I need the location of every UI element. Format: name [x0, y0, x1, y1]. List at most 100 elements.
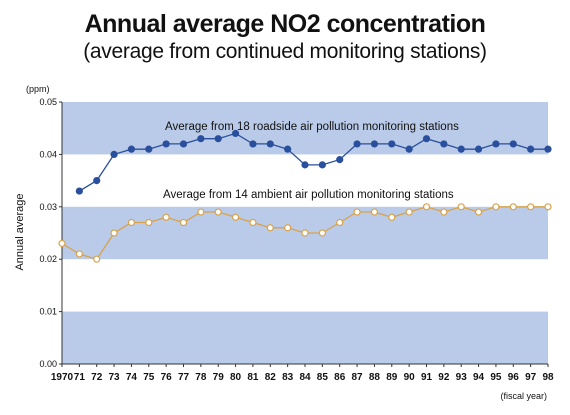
data-point — [249, 140, 257, 148]
x-unit-label: (fiscal year) — [500, 391, 547, 401]
data-point — [405, 145, 413, 153]
y-unit-label: (ppm) — [26, 84, 50, 94]
x-tick-label: 1970 — [51, 372, 74, 383]
data-point — [492, 140, 500, 148]
data-point — [266, 224, 274, 232]
data-point — [353, 208, 361, 216]
data-point — [214, 208, 222, 216]
data-point — [162, 140, 170, 148]
data-point — [127, 218, 136, 227]
x-tick-label: 82 — [265, 372, 277, 383]
band — [62, 102, 548, 155]
data-point — [214, 135, 222, 143]
x-tick-label: 71 — [74, 372, 86, 383]
data-point — [266, 140, 274, 148]
data-point — [110, 229, 118, 237]
data-point — [544, 145, 552, 153]
x-tick-label: 88 — [369, 372, 381, 383]
chart-subtitle: (average from continued monitoring stati… — [83, 40, 487, 63]
data-point — [145, 145, 153, 153]
x-tick-label: 73 — [109, 372, 121, 383]
data-point — [197, 135, 205, 143]
data-point — [231, 129, 240, 138]
data-point — [422, 203, 431, 211]
x-tick-label: 93 — [456, 372, 468, 383]
data-point — [527, 203, 535, 211]
y-axis-label: Annual average — [14, 193, 26, 270]
x-tick-label: 85 — [317, 372, 329, 383]
y-tick-label: 0.04 — [39, 149, 57, 159]
x-tick-label: 83 — [282, 372, 294, 383]
data-point — [75, 187, 83, 195]
data-point — [509, 203, 517, 211]
y-tick-label: 0.05 — [39, 97, 57, 107]
data-point — [127, 145, 136, 153]
x-tick-label: 78 — [195, 372, 207, 383]
data-point — [457, 145, 465, 153]
data-point — [370, 140, 379, 148]
data-point — [179, 140, 188, 148]
x-tick-label: 90 — [404, 372, 416, 383]
x-tick-label: 94 — [473, 372, 485, 383]
x-tick-label: 75 — [143, 372, 155, 383]
x-tick-label: 91 — [421, 372, 433, 383]
data-point — [474, 145, 483, 153]
x-tick-label: 72 — [91, 372, 103, 383]
y-tick-label: 0.00 — [39, 359, 57, 369]
data-point — [440, 208, 448, 216]
data-point — [284, 145, 292, 153]
x-tick-label: 79 — [213, 372, 225, 383]
series-points — [58, 129, 552, 263]
data-point — [336, 156, 344, 164]
data-point — [162, 213, 170, 221]
data-point — [405, 208, 413, 216]
y-tick-label: 0.01 — [39, 307, 57, 317]
data-point — [527, 145, 535, 153]
x-tick-label: 89 — [386, 372, 398, 383]
data-point — [301, 161, 309, 169]
data-point — [544, 203, 552, 211]
y-tick-label: 0.02 — [39, 254, 57, 264]
x-tick-label: 87 — [352, 372, 364, 383]
data-point — [509, 140, 517, 148]
data-point — [284, 224, 292, 232]
x-tick-label: 77 — [178, 372, 190, 383]
y-axis: 0.00 0.01 0.02 0.03 0.04 0.05 — [39, 97, 62, 369]
x-tick-label: 97 — [525, 372, 537, 383]
x-tick-label: 76 — [161, 372, 173, 383]
data-point — [145, 218, 153, 227]
data-point — [179, 218, 188, 227]
data-point — [249, 218, 257, 227]
data-point — [301, 229, 309, 237]
x-tick-label: 98 — [542, 372, 554, 383]
data-point — [370, 208, 379, 216]
data-point — [231, 213, 240, 221]
data-point — [318, 161, 326, 169]
chart-title: Annual average NO2 concentration — [84, 10, 486, 38]
data-point — [388, 213, 396, 221]
data-point — [110, 150, 118, 158]
data-point — [388, 140, 396, 148]
series-label-roadside: Average from 18 roadside air pollution m… — [165, 121, 459, 133]
data-point — [75, 250, 83, 258]
x-tick-label: 86 — [334, 372, 346, 383]
data-point — [457, 203, 465, 211]
background-bands — [61, 102, 548, 365]
y-tick-label: 0.03 — [39, 202, 57, 212]
data-point — [474, 208, 483, 216]
data-point — [93, 255, 101, 263]
band — [62, 311, 548, 364]
x-tick-label: 80 — [230, 372, 242, 383]
data-point — [318, 229, 326, 237]
data-point — [353, 140, 361, 148]
x-tick-label: 84 — [299, 372, 311, 383]
x-tick-label: 95 — [490, 372, 502, 383]
x-tick-label: 96 — [508, 372, 520, 383]
data-point — [93, 177, 101, 185]
x-tick-label: 74 — [126, 372, 138, 383]
data-point — [440, 140, 448, 148]
data-point — [58, 239, 66, 248]
series-line-0 — [79, 132, 548, 192]
series-label-ambient: Average from 14 ambient air pollution mo… — [163, 189, 454, 201]
